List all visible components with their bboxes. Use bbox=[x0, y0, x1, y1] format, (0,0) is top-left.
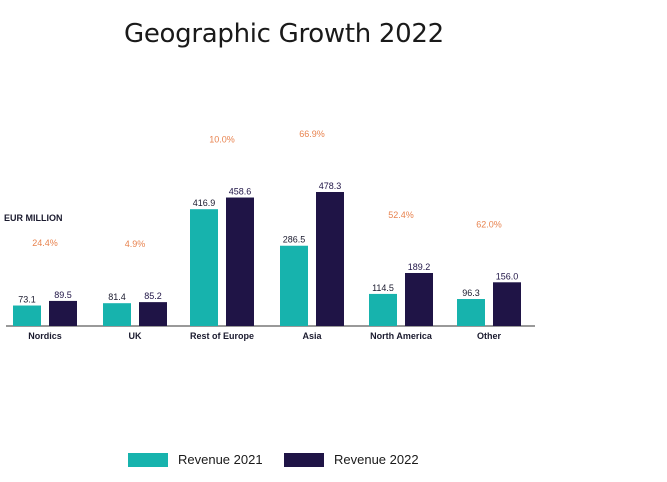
bar-revenue-2022-rest-of-europe bbox=[226, 197, 254, 326]
data-label-revenue-2022-rest-of-europe: 458.6 bbox=[229, 187, 252, 197]
growth-label-north-america: 52.4% bbox=[388, 210, 414, 220]
bar-revenue-2021-rest-of-europe bbox=[190, 209, 218, 326]
data-label-revenue-2021-asia: 286.5 bbox=[283, 235, 306, 245]
data-label-revenue-2021-nordics: 73.1 bbox=[18, 295, 36, 305]
legend-swatch-revenue-2021 bbox=[128, 452, 168, 467]
bar-revenue-2021-north-america bbox=[369, 293, 397, 326]
data-label-revenue-2021-north-america: 114.5 bbox=[372, 283, 394, 293]
growth-label-nordics: 24.4% bbox=[32, 238, 58, 248]
bar-chart: 73.1 89.5 Nordics 24.4% 81.4 85.2 UK 4.9% 416.9 4… bbox=[6, 129, 535, 341]
bar-revenue-2021-uk bbox=[103, 303, 131, 326]
chart-title: Geographic Growth 2022 bbox=[124, 19, 444, 49]
growth-label-uk: 4.9% bbox=[125, 239, 146, 249]
category-label-other: Other bbox=[477, 331, 502, 341]
data-label-revenue-2022-uk: 85.2 bbox=[144, 291, 162, 301]
y-axis-unit-label: EUR MILLION bbox=[4, 213, 63, 223]
legend-item-revenue-2022: Revenue 2022 bbox=[284, 452, 419, 467]
bar-revenue-2022-uk bbox=[139, 302, 167, 326]
legend: Revenue 2021 Revenue 2022 bbox=[0, 452, 667, 472]
growth-label-other: 62.0% bbox=[476, 219, 502, 229]
legend-item-revenue-2021: Revenue 2021 bbox=[128, 452, 263, 467]
category-label-rest-of-europe: Rest of Europe bbox=[190, 331, 254, 341]
data-label-revenue-2022-asia: 478.3 bbox=[319, 181, 342, 191]
bar-revenue-2022-other bbox=[493, 282, 521, 326]
bar-revenue-2021-other bbox=[457, 299, 485, 326]
data-label-revenue-2022-north-america: 189.2 bbox=[408, 262, 431, 272]
category-label-nordics: Nordics bbox=[28, 331, 62, 341]
data-label-revenue-2022-nordics: 89.5 bbox=[54, 290, 72, 300]
bar-revenue-2022-asia bbox=[316, 192, 344, 326]
category-label-north-america: North America bbox=[370, 331, 433, 341]
growth-label-asia: 66.9% bbox=[299, 129, 325, 139]
bar-revenue-2022-north-america bbox=[405, 272, 433, 326]
bar-revenue-2022-nordics bbox=[49, 300, 77, 326]
legend-label-revenue-2022: Revenue 2022 bbox=[334, 452, 419, 467]
bar-revenue-2021-asia bbox=[280, 245, 308, 326]
data-label-revenue-2021-other: 96.3 bbox=[462, 288, 480, 298]
legend-label-revenue-2021: Revenue 2021 bbox=[178, 452, 263, 467]
data-label-revenue-2021-uk: 81.4 bbox=[108, 292, 126, 302]
category-label-asia: Asia bbox=[302, 331, 322, 341]
growth-label-rest-of-europe: 10.0% bbox=[209, 135, 235, 145]
data-label-revenue-2021-rest-of-europe: 416.9 bbox=[193, 198, 216, 208]
category-label-uk: UK bbox=[129, 331, 142, 341]
bar-revenue-2021-nordics bbox=[13, 305, 41, 326]
legend-swatch-revenue-2022 bbox=[284, 452, 324, 467]
data-label-revenue-2022-other: 156.0 bbox=[496, 271, 519, 281]
